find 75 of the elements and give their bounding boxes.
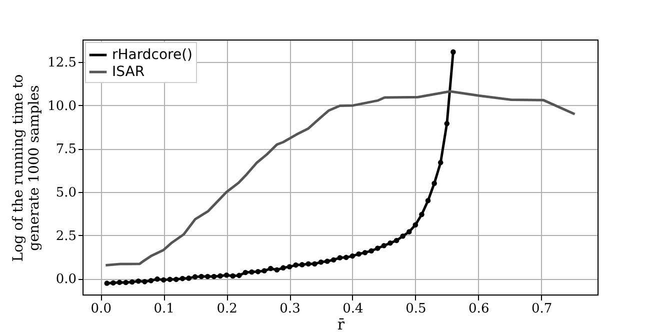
point xyxy=(432,180,437,186)
point xyxy=(198,274,204,280)
y-tick-label: 0.0 xyxy=(56,272,76,288)
point xyxy=(218,273,223,279)
point xyxy=(438,160,444,166)
line-series xyxy=(104,90,576,266)
point xyxy=(205,274,210,280)
point xyxy=(274,267,280,273)
x-tick-label: 0.4 xyxy=(342,302,364,316)
point xyxy=(412,222,418,228)
point xyxy=(136,278,142,284)
y-tick-label: 7.5 xyxy=(56,142,76,158)
point xyxy=(406,229,412,234)
point xyxy=(419,212,424,218)
point xyxy=(224,272,230,278)
point xyxy=(344,254,349,260)
point xyxy=(280,265,286,270)
x-tick-label: 0.2 xyxy=(216,302,238,316)
point xyxy=(249,269,254,275)
x-tick-label: 0.7 xyxy=(531,302,552,316)
point xyxy=(400,234,406,239)
point xyxy=(154,276,160,282)
point xyxy=(388,240,393,246)
point xyxy=(142,279,148,284)
point xyxy=(116,280,122,286)
point xyxy=(160,277,166,283)
point xyxy=(299,262,305,268)
point xyxy=(129,279,135,285)
point xyxy=(123,280,128,286)
point xyxy=(350,253,356,259)
y-tick-label: 5.0 xyxy=(56,185,76,200)
point xyxy=(362,250,368,256)
point xyxy=(148,278,154,284)
x-tick-label: 0.0 xyxy=(90,302,112,316)
point xyxy=(104,280,110,286)
legend-label: rHardcore() xyxy=(112,47,193,63)
point xyxy=(330,257,336,262)
legend-label: ISAR xyxy=(112,64,145,80)
x-tick-label: 0.5 xyxy=(406,302,426,316)
point xyxy=(242,270,248,276)
x-tick-label: 0.1 xyxy=(154,302,174,316)
point xyxy=(262,268,267,274)
point xyxy=(255,268,261,274)
point xyxy=(293,262,298,268)
point xyxy=(192,274,198,280)
point xyxy=(186,276,192,281)
x-axis-title: r̄ xyxy=(337,316,346,332)
point xyxy=(286,264,292,270)
point xyxy=(381,243,387,248)
point xyxy=(306,261,312,266)
point xyxy=(318,259,324,265)
point xyxy=(211,274,217,280)
y-tick-label: 12.5 xyxy=(48,56,76,71)
point xyxy=(268,266,274,272)
y-tick-label: 10.0 xyxy=(48,98,76,114)
point xyxy=(337,255,343,260)
point xyxy=(324,258,330,264)
point xyxy=(444,120,450,126)
point xyxy=(375,246,380,251)
y-tick-label: 2.5 xyxy=(56,228,76,244)
point xyxy=(312,261,318,266)
point xyxy=(174,276,179,282)
point xyxy=(167,276,173,282)
y-axis-title: Log of the running time to generate 1000 samples xyxy=(10,74,43,262)
point xyxy=(394,238,400,244)
point xyxy=(236,272,242,278)
point xyxy=(180,276,186,282)
x-tick-label: 0.3 xyxy=(280,302,300,316)
point xyxy=(450,49,456,55)
point xyxy=(368,248,374,254)
point xyxy=(356,251,362,257)
point xyxy=(110,280,116,286)
x-tick-label: 0.6 xyxy=(468,302,490,316)
point xyxy=(425,198,431,204)
point xyxy=(230,273,236,279)
